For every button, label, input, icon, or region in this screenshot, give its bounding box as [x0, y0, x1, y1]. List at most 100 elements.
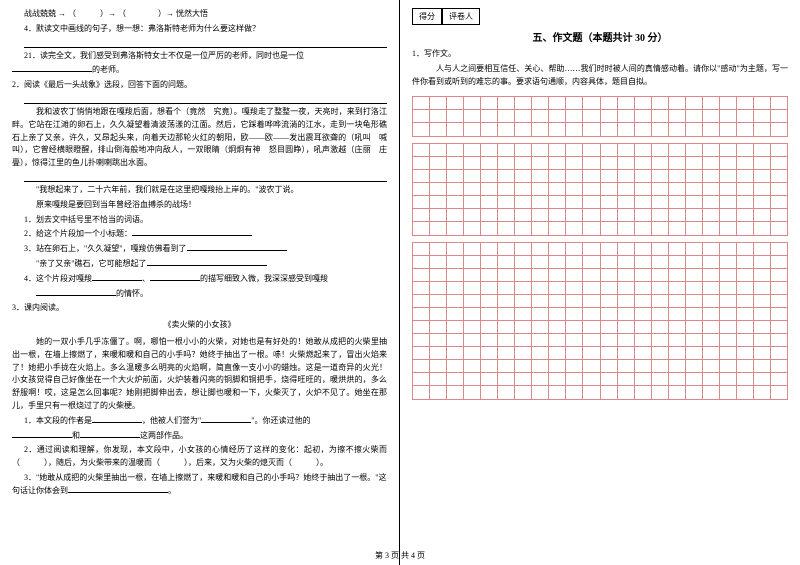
grid-cell[interactable]	[413, 144, 430, 156]
grid-cell[interactable]	[430, 243, 447, 255]
grid-cell[interactable]	[481, 334, 498, 346]
grid-cell[interactable]	[635, 196, 652, 208]
grid-cell[interactable]	[618, 360, 635, 372]
grid-cell[interactable]	[447, 256, 464, 268]
grid-cell[interactable]	[601, 334, 618, 346]
grid-cell[interactable]	[549, 144, 566, 156]
grid-cell[interactable]	[498, 321, 515, 333]
grid-cell[interactable]	[601, 386, 618, 399]
grid-cell[interactable]	[447, 110, 464, 122]
grid-cell[interactable]	[686, 321, 703, 333]
grid-cell[interactable]	[703, 97, 720, 109]
grid-cell[interactable]	[686, 196, 703, 208]
grid-cell[interactable]	[703, 308, 720, 320]
grid-cell[interactable]	[686, 308, 703, 320]
grid-cell[interactable]	[481, 97, 498, 109]
grid-cell[interactable]	[771, 110, 787, 122]
grid-cell[interactable]	[703, 386, 720, 399]
grid-cell[interactable]	[549, 295, 566, 307]
grid-cell[interactable]	[737, 157, 754, 169]
grid-cell[interactable]	[464, 282, 481, 294]
grid-cell[interactable]	[481, 295, 498, 307]
grid-cell[interactable]	[413, 373, 430, 385]
grid-cell[interactable]	[532, 209, 549, 221]
grid-cell[interactable]	[601, 373, 618, 385]
grid-cell[interactable]	[669, 386, 686, 399]
grid-cell[interactable]	[413, 157, 430, 169]
grid-cell[interactable]	[771, 360, 787, 372]
grid-cell[interactable]	[566, 373, 583, 385]
grid-cell[interactable]	[652, 170, 669, 182]
answer-blank[interactable]	[150, 273, 200, 281]
grid-cell[interactable]	[430, 347, 447, 359]
grid-cell[interactable]	[652, 334, 669, 346]
grid-cell[interactable]	[754, 386, 771, 399]
grid-cell[interactable]	[498, 308, 515, 320]
grid-cell[interactable]	[515, 321, 532, 333]
grid-cell[interactable]	[464, 144, 481, 156]
grid-cell[interactable]	[413, 386, 430, 399]
grid-cell[interactable]	[754, 222, 771, 235]
grid-cell[interactable]	[413, 347, 430, 359]
grid-cell[interactable]	[532, 243, 549, 255]
grid-cell[interactable]	[771, 295, 787, 307]
grid-cell[interactable]	[583, 123, 600, 136]
grid-cell[interactable]	[515, 196, 532, 208]
grid-cell[interactable]	[703, 209, 720, 221]
grid-cell[interactable]	[464, 386, 481, 399]
grid-cell[interactable]	[720, 373, 737, 385]
grid-cell[interactable]	[566, 157, 583, 169]
grid-cell[interactable]	[754, 269, 771, 281]
grid-cell[interactable]	[601, 123, 618, 136]
grid-cell[interactable]	[737, 373, 754, 385]
grid-cell[interactable]	[635, 334, 652, 346]
grid-cell[interactable]	[720, 295, 737, 307]
grid-cell[interactable]	[669, 196, 686, 208]
grid-cell[interactable]	[515, 256, 532, 268]
grid-cell[interactable]	[583, 386, 600, 399]
grid-cell[interactable]	[447, 170, 464, 182]
grid-cell[interactable]	[413, 269, 430, 281]
grid-cell[interactable]	[515, 269, 532, 281]
grid-cell[interactable]	[583, 373, 600, 385]
grid-cell[interactable]	[618, 123, 635, 136]
grid-cell[interactable]	[652, 308, 669, 320]
grid-cell[interactable]	[618, 222, 635, 235]
grid-cell[interactable]	[430, 334, 447, 346]
grid-cell[interactable]	[566, 386, 583, 399]
grid-cell[interactable]	[686, 386, 703, 399]
grid-cell[interactable]	[515, 243, 532, 255]
grid-cell[interactable]	[754, 256, 771, 268]
grid-cell[interactable]	[737, 196, 754, 208]
grid-cell[interactable]	[583, 144, 600, 156]
grid-cell[interactable]	[618, 282, 635, 294]
grid-cell[interactable]	[566, 334, 583, 346]
answer-blank[interactable]	[24, 94, 387, 104]
grid-cell[interactable]	[754, 110, 771, 122]
grid-cell[interactable]	[618, 295, 635, 307]
grid-cell[interactable]	[549, 360, 566, 372]
grid-cell[interactable]	[635, 222, 652, 235]
grid-cell[interactable]	[737, 282, 754, 294]
grid-cell[interactable]	[652, 123, 669, 136]
grid-cell[interactable]	[618, 144, 635, 156]
grid-cell[interactable]	[583, 209, 600, 221]
grid-cell[interactable]	[430, 308, 447, 320]
grid-cell[interactable]	[413, 360, 430, 372]
grid-cell[interactable]	[532, 256, 549, 268]
grid-cell[interactable]	[549, 123, 566, 136]
grid-cell[interactable]	[464, 269, 481, 281]
grid-cell[interactable]	[652, 222, 669, 235]
grid-cell[interactable]	[652, 196, 669, 208]
grid-cell[interactable]	[771, 209, 787, 221]
grid-cell[interactable]	[686, 110, 703, 122]
grid-cell[interactable]	[481, 373, 498, 385]
grid-cell[interactable]	[481, 321, 498, 333]
grid-cell[interactable]	[618, 183, 635, 195]
grid-cell[interactable]	[703, 256, 720, 268]
grid-cell[interactable]	[583, 170, 600, 182]
grid-cell[interactable]	[771, 256, 787, 268]
grid-cell[interactable]	[566, 308, 583, 320]
grid-cell[interactable]	[413, 256, 430, 268]
grid-cell[interactable]	[635, 321, 652, 333]
